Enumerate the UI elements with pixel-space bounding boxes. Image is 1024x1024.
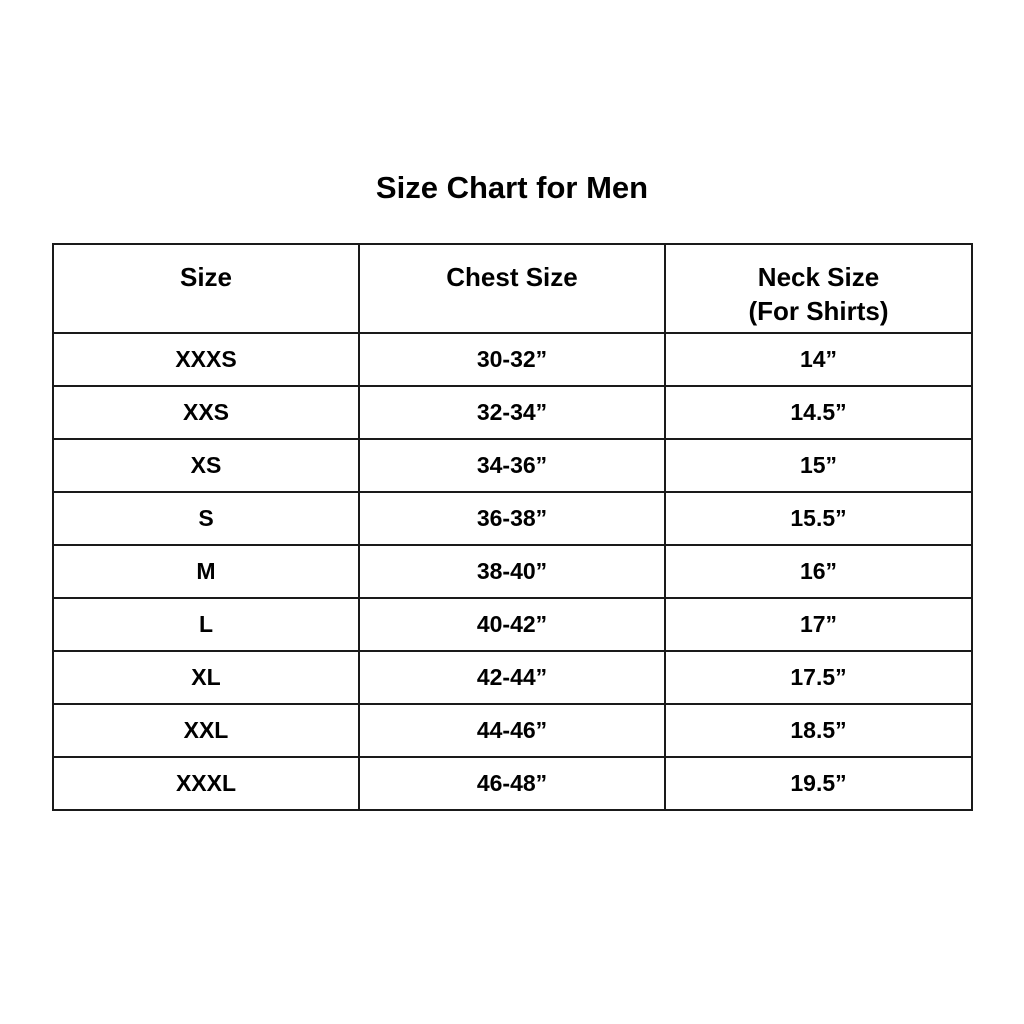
cell-chest: 46-48” xyxy=(358,756,666,811)
cell-size: XL xyxy=(52,650,360,705)
cell-size: M xyxy=(52,544,360,599)
cell-size: XS xyxy=(52,438,360,493)
cell-chest: 38-40” xyxy=(358,544,666,599)
table-row: XXXS 30-32” 14” xyxy=(52,332,973,387)
cell-size: S xyxy=(52,491,360,546)
table-row: M 38-40” 16” xyxy=(52,544,973,599)
page-title: Size Chart for Men xyxy=(375,170,649,205)
cell-neck: 15.5” xyxy=(664,491,973,546)
cell-chest: 34-36” xyxy=(358,438,666,493)
table-row: XXL 44-46” 18.5” xyxy=(52,703,973,758)
cell-neck: 17.5” xyxy=(664,650,973,705)
table-row: L 40-42” 17” xyxy=(52,597,973,652)
table-row: XS 34-36” 15” xyxy=(52,438,973,493)
table-row: XL 42-44” 17.5” xyxy=(52,650,973,705)
header-neck-label: Neck Size xyxy=(757,262,880,292)
cell-neck: 17” xyxy=(664,597,973,652)
cell-chest: 32-34” xyxy=(358,385,666,440)
cell-size: XXXS xyxy=(52,332,360,387)
cell-neck: 14” xyxy=(664,332,973,387)
cell-neck: 19.5” xyxy=(664,756,973,811)
cell-neck: 18.5” xyxy=(664,703,973,758)
header-neck: Neck Size (For Shirts) xyxy=(664,243,973,334)
table-row: XXXL 46-48” 19.5” xyxy=(52,756,973,811)
cell-chest: 40-42” xyxy=(358,597,666,652)
cell-chest: 36-38” xyxy=(358,491,666,546)
table-row: XXS 32-34” 14.5” xyxy=(52,385,973,440)
cell-size: XXS xyxy=(52,385,360,440)
cell-neck: 16” xyxy=(664,544,973,599)
cell-size: XXL xyxy=(52,703,360,758)
cell-size: XXXL xyxy=(52,756,360,811)
cell-size: L xyxy=(52,597,360,652)
header-size: Size xyxy=(52,243,360,334)
header-chest: Chest Size xyxy=(358,243,666,334)
cell-chest: 30-32” xyxy=(358,332,666,387)
cell-chest: 44-46” xyxy=(358,703,666,758)
table-row: S 36-38” 15.5” xyxy=(52,491,973,546)
cell-neck: 15” xyxy=(664,438,973,493)
header-row: Size Chest Size Neck Size (For Shirts) xyxy=(52,243,973,334)
size-chart-table: Size Chest Size Neck Size (For Shirts) X… xyxy=(52,243,973,811)
header-neck-sub: (For Shirts) xyxy=(748,296,889,326)
cell-chest: 42-44” xyxy=(358,650,666,705)
cell-neck: 14.5” xyxy=(664,385,973,440)
